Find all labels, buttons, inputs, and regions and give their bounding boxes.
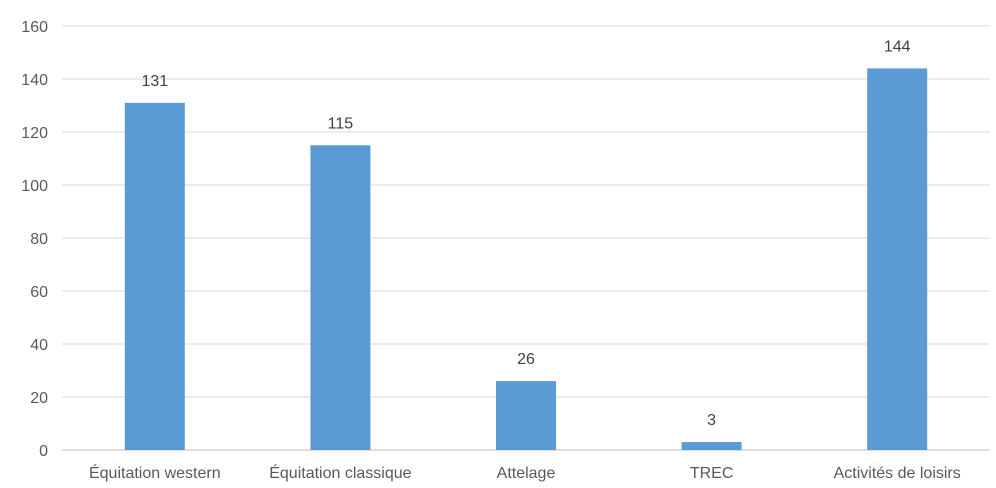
y-tick-label: 160 xyxy=(21,19,48,36)
bar xyxy=(496,381,556,450)
y-tick-label: 60 xyxy=(30,284,48,301)
data-label: 131 xyxy=(141,73,168,90)
y-axis-tick-labels: 0 20 40 60 80 100 120 140 160 xyxy=(21,19,48,460)
bar xyxy=(124,102,185,450)
x-category-label: Attelage xyxy=(497,465,556,482)
data-label: 144 xyxy=(884,38,911,55)
y-tick-label: 100 xyxy=(21,178,48,195)
x-category-label: Équitation western xyxy=(89,463,221,482)
x-category-label: Équitation classique xyxy=(269,463,411,482)
x-category-label: Activités de loisirs xyxy=(834,465,961,482)
y-tick-label: 140 xyxy=(21,72,48,89)
bar xyxy=(681,442,742,450)
data-label: 26 xyxy=(517,351,535,368)
y-tick-label: 120 xyxy=(21,125,48,142)
y-tick-label: 40 xyxy=(30,337,48,354)
y-tick-label: 20 xyxy=(30,390,48,407)
data-label: 115 xyxy=(328,115,354,132)
data-labels: 131 115 26 3 144 xyxy=(141,38,910,429)
bar xyxy=(310,145,371,450)
x-category-label: TREC xyxy=(690,465,734,482)
bars xyxy=(124,68,928,451)
bar xyxy=(867,68,928,451)
y-tick-label: 80 xyxy=(30,231,48,248)
x-axis-category-labels: Équitation western Équitation classique At… xyxy=(89,463,961,482)
y-tick-label: 0 xyxy=(39,443,48,460)
gridlines xyxy=(62,25,990,451)
data-label: 3 xyxy=(707,412,716,429)
